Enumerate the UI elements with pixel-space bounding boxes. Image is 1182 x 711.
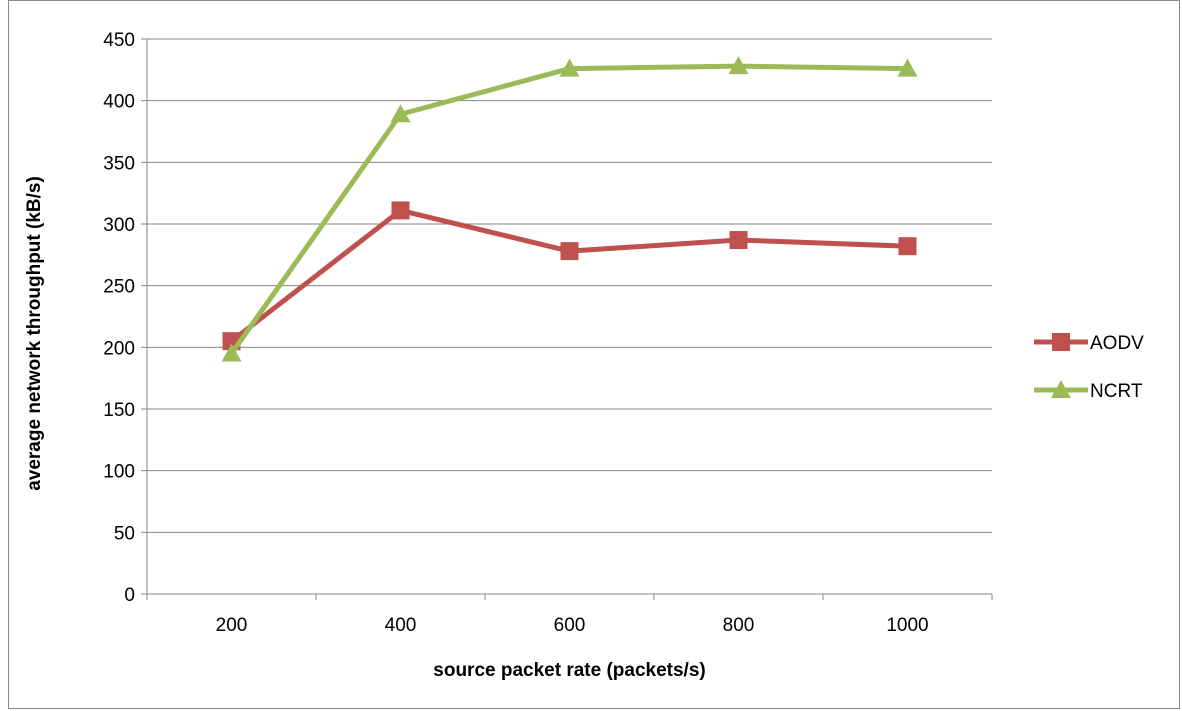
y-tick-label-50: 50 — [114, 523, 135, 544]
x-tick-label-1000: 1000 — [886, 615, 928, 636]
data-point-aodv-800 — [729, 231, 748, 250]
series-aodv — [222, 201, 917, 351]
data-point-ncrt-1000 — [897, 58, 918, 77]
gridlines — [141, 38, 992, 595]
y-tick-label-450: 450 — [103, 30, 135, 51]
data-point-aodv-600 — [560, 242, 579, 261]
y-axis-title: average network throughput (kB/s) — [24, 176, 45, 491]
x-tick-label-800: 800 — [723, 615, 755, 636]
data-point-aodv-1000 — [898, 237, 917, 256]
y-tick-label-250: 250 — [103, 277, 135, 298]
data-point-aodv-400 — [391, 201, 410, 220]
legend-marker-ncrt — [1051, 380, 1071, 398]
y-tick-label-150: 150 — [103, 400, 135, 421]
data-point-ncrt-600 — [559, 58, 580, 77]
x-tick-label-600: 600 — [554, 615, 586, 636]
data-point-ncrt-400 — [390, 104, 411, 123]
x-tick-label-200: 200 — [216, 615, 248, 636]
legend-label-aodv: AODV — [1090, 333, 1144, 354]
axes — [146, 39, 993, 600]
y-tick-label-100: 100 — [103, 462, 135, 483]
y-tick-label-200: 200 — [103, 338, 135, 359]
series-ncrt — [221, 56, 918, 362]
y-tick-labels: 0 50 100 150 200 250 300 350 400 450 — [103, 30, 135, 606]
series-layer — [221, 56, 918, 362]
legend-item-aodv: AODV — [1034, 333, 1144, 354]
series-line-aodv — [229, 207, 908, 344]
legend-label-ncrt: NCRT — [1090, 381, 1143, 402]
y-tick-label-0: 0 — [124, 585, 135, 606]
y-tick-label-300: 300 — [103, 215, 135, 236]
y-tick-label-400: 400 — [103, 92, 135, 113]
x-axis-title: source packet rate (packets/s) — [433, 660, 705, 681]
x-tick-labels: 200 400 600 800 1000 — [216, 615, 929, 636]
data-point-ncrt-800 — [728, 56, 749, 75]
chart-frame — [8, 0, 1180, 709]
legend: AODV NCRT — [1034, 333, 1144, 402]
series-line-ncrt — [229, 63, 908, 355]
x-tick-label-400: 400 — [385, 615, 417, 636]
legend-item-ncrt: NCRT — [1034, 380, 1143, 402]
legend-marker-aodv — [1052, 333, 1070, 351]
data-point-ncrt-200 — [221, 343, 242, 362]
y-tick-label-350: 350 — [103, 153, 135, 174]
